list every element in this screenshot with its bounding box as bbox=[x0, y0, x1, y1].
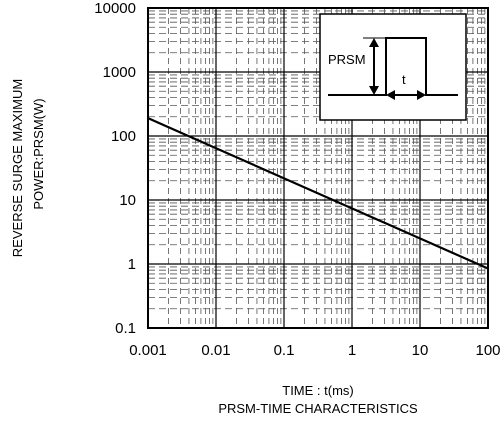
y-axis-label-group: REVERSE SURGE MAXIMUM bbox=[10, 79, 25, 257]
y-tick-label: 100 bbox=[111, 128, 136, 145]
chart-title: PRSM-TIME CHARACTERISTICS bbox=[218, 401, 418, 416]
inset-diagram: PRSM t bbox=[319, 13, 467, 121]
pulse-waveform bbox=[328, 37, 458, 96]
y-tick-label: 10 bbox=[119, 192, 136, 209]
y-tick-label: 1 bbox=[128, 256, 136, 273]
prsm-arrow-up bbox=[369, 38, 379, 47]
y-axis-label-line2: POWER:PRSM(W) bbox=[31, 98, 46, 209]
y-tick-label: 10000 bbox=[94, 0, 136, 17]
t-arrow-right bbox=[417, 90, 426, 100]
x-axis-label: TIME : t(ms) bbox=[282, 383, 354, 398]
x-tick-label: 0.1 bbox=[274, 342, 295, 359]
x-tick-label: 100 bbox=[475, 342, 500, 359]
x-tick-label: 1 bbox=[348, 342, 356, 359]
y-tick-label: 0.1 bbox=[115, 320, 136, 337]
series-line bbox=[147, 117, 489, 270]
y-axis-label-line1: REVERSE SURGE MAXIMUM bbox=[10, 79, 25, 257]
x-tick-label: 0.01 bbox=[201, 342, 230, 359]
y-tick-labels: 10000 1000 100 10 1 0.1 bbox=[94, 0, 136, 337]
series-group bbox=[147, 117, 489, 270]
inset-box bbox=[319, 13, 467, 121]
y-axis-label-group-2: POWER:PRSM(W) bbox=[31, 98, 46, 209]
x-tick-labels: 0.001 0.01 0.1 1 10 100 bbox=[129, 342, 500, 359]
x-tick-label: 0.001 bbox=[129, 342, 167, 359]
inset-t-label: t bbox=[402, 72, 406, 87]
plot-frame bbox=[147, 7, 489, 329]
prsm-arrow-down bbox=[369, 86, 379, 95]
x-tick-label: 10 bbox=[412, 342, 429, 359]
inset-prsm-label: PRSM bbox=[328, 52, 366, 67]
y-tick-label: 1000 bbox=[103, 64, 136, 81]
t-arrow-left bbox=[386, 90, 395, 100]
